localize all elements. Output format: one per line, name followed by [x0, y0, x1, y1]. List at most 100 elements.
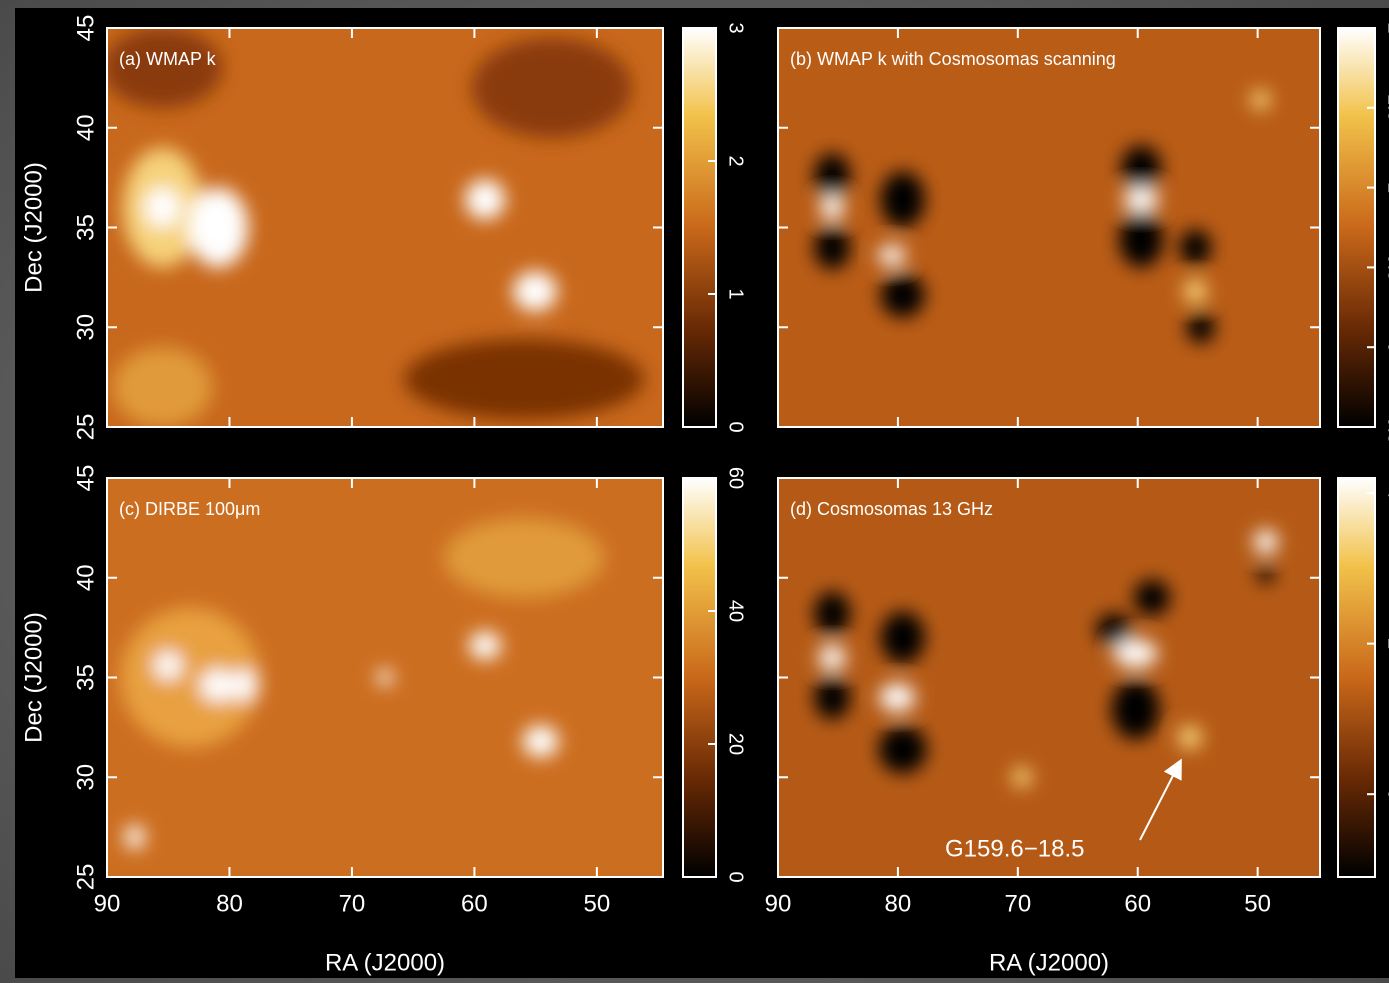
- x-axis-label: RA (J2000): [989, 949, 1109, 976]
- panel-title: (b) WMAP k with Cosmosomas scanning: [790, 49, 1116, 69]
- map-blob: [814, 591, 851, 636]
- x-tick-label: 50: [1244, 890, 1271, 917]
- map-blob: [513, 271, 558, 312]
- map-blob: [124, 825, 145, 850]
- map-blob: [1121, 145, 1162, 190]
- y-tick-label: 40: [72, 564, 99, 591]
- map-blob: [112, 347, 213, 427]
- map-blob: [1119, 211, 1164, 268]
- map-blob: [404, 339, 644, 420]
- colorbar: [1337, 27, 1376, 428]
- map-blob: [877, 245, 906, 266]
- map-image: [107, 478, 663, 877]
- map-base: [778, 478, 1320, 877]
- map-blob: [1253, 529, 1278, 554]
- annotation-arrow: [1139, 758, 1182, 841]
- map-blob: [120, 607, 261, 748]
- map-blob: [188, 187, 249, 268]
- x-axis-label: RA (J2000): [325, 949, 445, 976]
- map-structure: [107, 28, 644, 427]
- map-blob: [1096, 613, 1133, 646]
- map-blob: [880, 611, 925, 664]
- map-structure: [120, 517, 604, 850]
- x-tick-label: 80: [885, 890, 912, 917]
- map-blob: [200, 669, 237, 702]
- map-blob: [814, 675, 851, 720]
- map-blob: [1133, 579, 1170, 616]
- colorbar-tick-label: 0: [1384, 342, 1389, 353]
- y-axis-label: Dec (J2000): [20, 162, 47, 293]
- map-blob: [444, 517, 604, 598]
- colorbar-tick-label: -0.5: [1384, 410, 1389, 444]
- y-tick-label: 45: [72, 465, 99, 492]
- map-blob: [1179, 229, 1212, 266]
- map-blob: [469, 631, 502, 660]
- x-tick-label: 60: [461, 890, 488, 917]
- y-tick-label: 35: [72, 664, 99, 691]
- colorbar-tick-label: 0: [1384, 789, 1389, 800]
- x-tick-label: 90: [94, 890, 121, 917]
- colorbar-tick-label: 20: [725, 733, 747, 755]
- map-blob: [1177, 725, 1202, 750]
- x-tick-label: 90: [765, 890, 792, 917]
- map-blob: [471, 37, 632, 138]
- x-tick-label: 70: [1004, 890, 1031, 917]
- x-tick-label: 80: [216, 890, 243, 917]
- colorbar-tick-label: 1: [1384, 182, 1389, 193]
- map-blob: [1250, 89, 1271, 110]
- map-blob: [107, 28, 223, 108]
- map-blob: [234, 669, 258, 702]
- colorbar: [1337, 477, 1376, 878]
- map-blob: [820, 195, 845, 220]
- x-tick-label: 70: [339, 890, 366, 917]
- panel-title: (c) DIRBE 100μm: [119, 499, 260, 519]
- colorbar-tick-label: 2: [725, 155, 747, 166]
- colorbar-tick-label: 0: [725, 421, 747, 432]
- map-structure: [814, 89, 1271, 344]
- colorbar-tick-label: 4: [1384, 487, 1389, 498]
- map-blob: [878, 725, 927, 774]
- colorbar-tick-label: 0.5: [1384, 253, 1389, 281]
- colorbar-tick-label: 3: [725, 22, 747, 33]
- map-blob: [377, 669, 393, 686]
- map-blob: [1111, 679, 1160, 740]
- panel-title: (d) Cosmosomas 13 GHz: [790, 499, 993, 519]
- map-blob: [1113, 639, 1158, 668]
- map-blob: [1183, 279, 1208, 304]
- panel-title: (a) WMAP k: [119, 49, 217, 69]
- map-blob: [1011, 767, 1032, 788]
- y-tick-label: 40: [72, 114, 99, 141]
- map-blob: [465, 179, 506, 220]
- y-tick-label: 30: [72, 764, 99, 791]
- map-blob: [818, 645, 847, 670]
- map-blob: [880, 273, 925, 318]
- y-tick-label: 35: [72, 214, 99, 241]
- map-blob: [814, 225, 851, 270]
- colorbar-tick-label: 1.5: [1384, 94, 1389, 122]
- y-tick-label: 25: [72, 414, 99, 441]
- map-blob: [154, 651, 183, 680]
- map-blob: [1257, 563, 1274, 584]
- map-blob: [880, 171, 925, 228]
- colorbar-tick-label: 1: [725, 288, 747, 299]
- x-tick-label: 60: [1124, 890, 1151, 917]
- map-blob: [1123, 187, 1160, 212]
- map-blob: [522, 725, 559, 758]
- map-image: [778, 28, 1320, 427]
- y-axis-label: Dec (J2000): [20, 612, 47, 743]
- map-image: [778, 478, 1320, 877]
- map-structure: [814, 529, 1278, 788]
- colorbar-tick-label: 2: [1384, 22, 1389, 33]
- y-tick-label: 25: [72, 864, 99, 891]
- map-blob: [814, 153, 851, 198]
- annotation: G159.6−18.5: [945, 835, 1084, 862]
- map-blob: [144, 187, 181, 228]
- map-blob: [879, 683, 916, 712]
- y-tick-label: 45: [72, 15, 99, 42]
- x-tick-label: 50: [584, 890, 611, 917]
- colorbar-tick-label: 0: [725, 871, 747, 882]
- y-tick-label: 30: [72, 314, 99, 341]
- map-base: [778, 28, 1320, 427]
- map-image: [107, 28, 663, 427]
